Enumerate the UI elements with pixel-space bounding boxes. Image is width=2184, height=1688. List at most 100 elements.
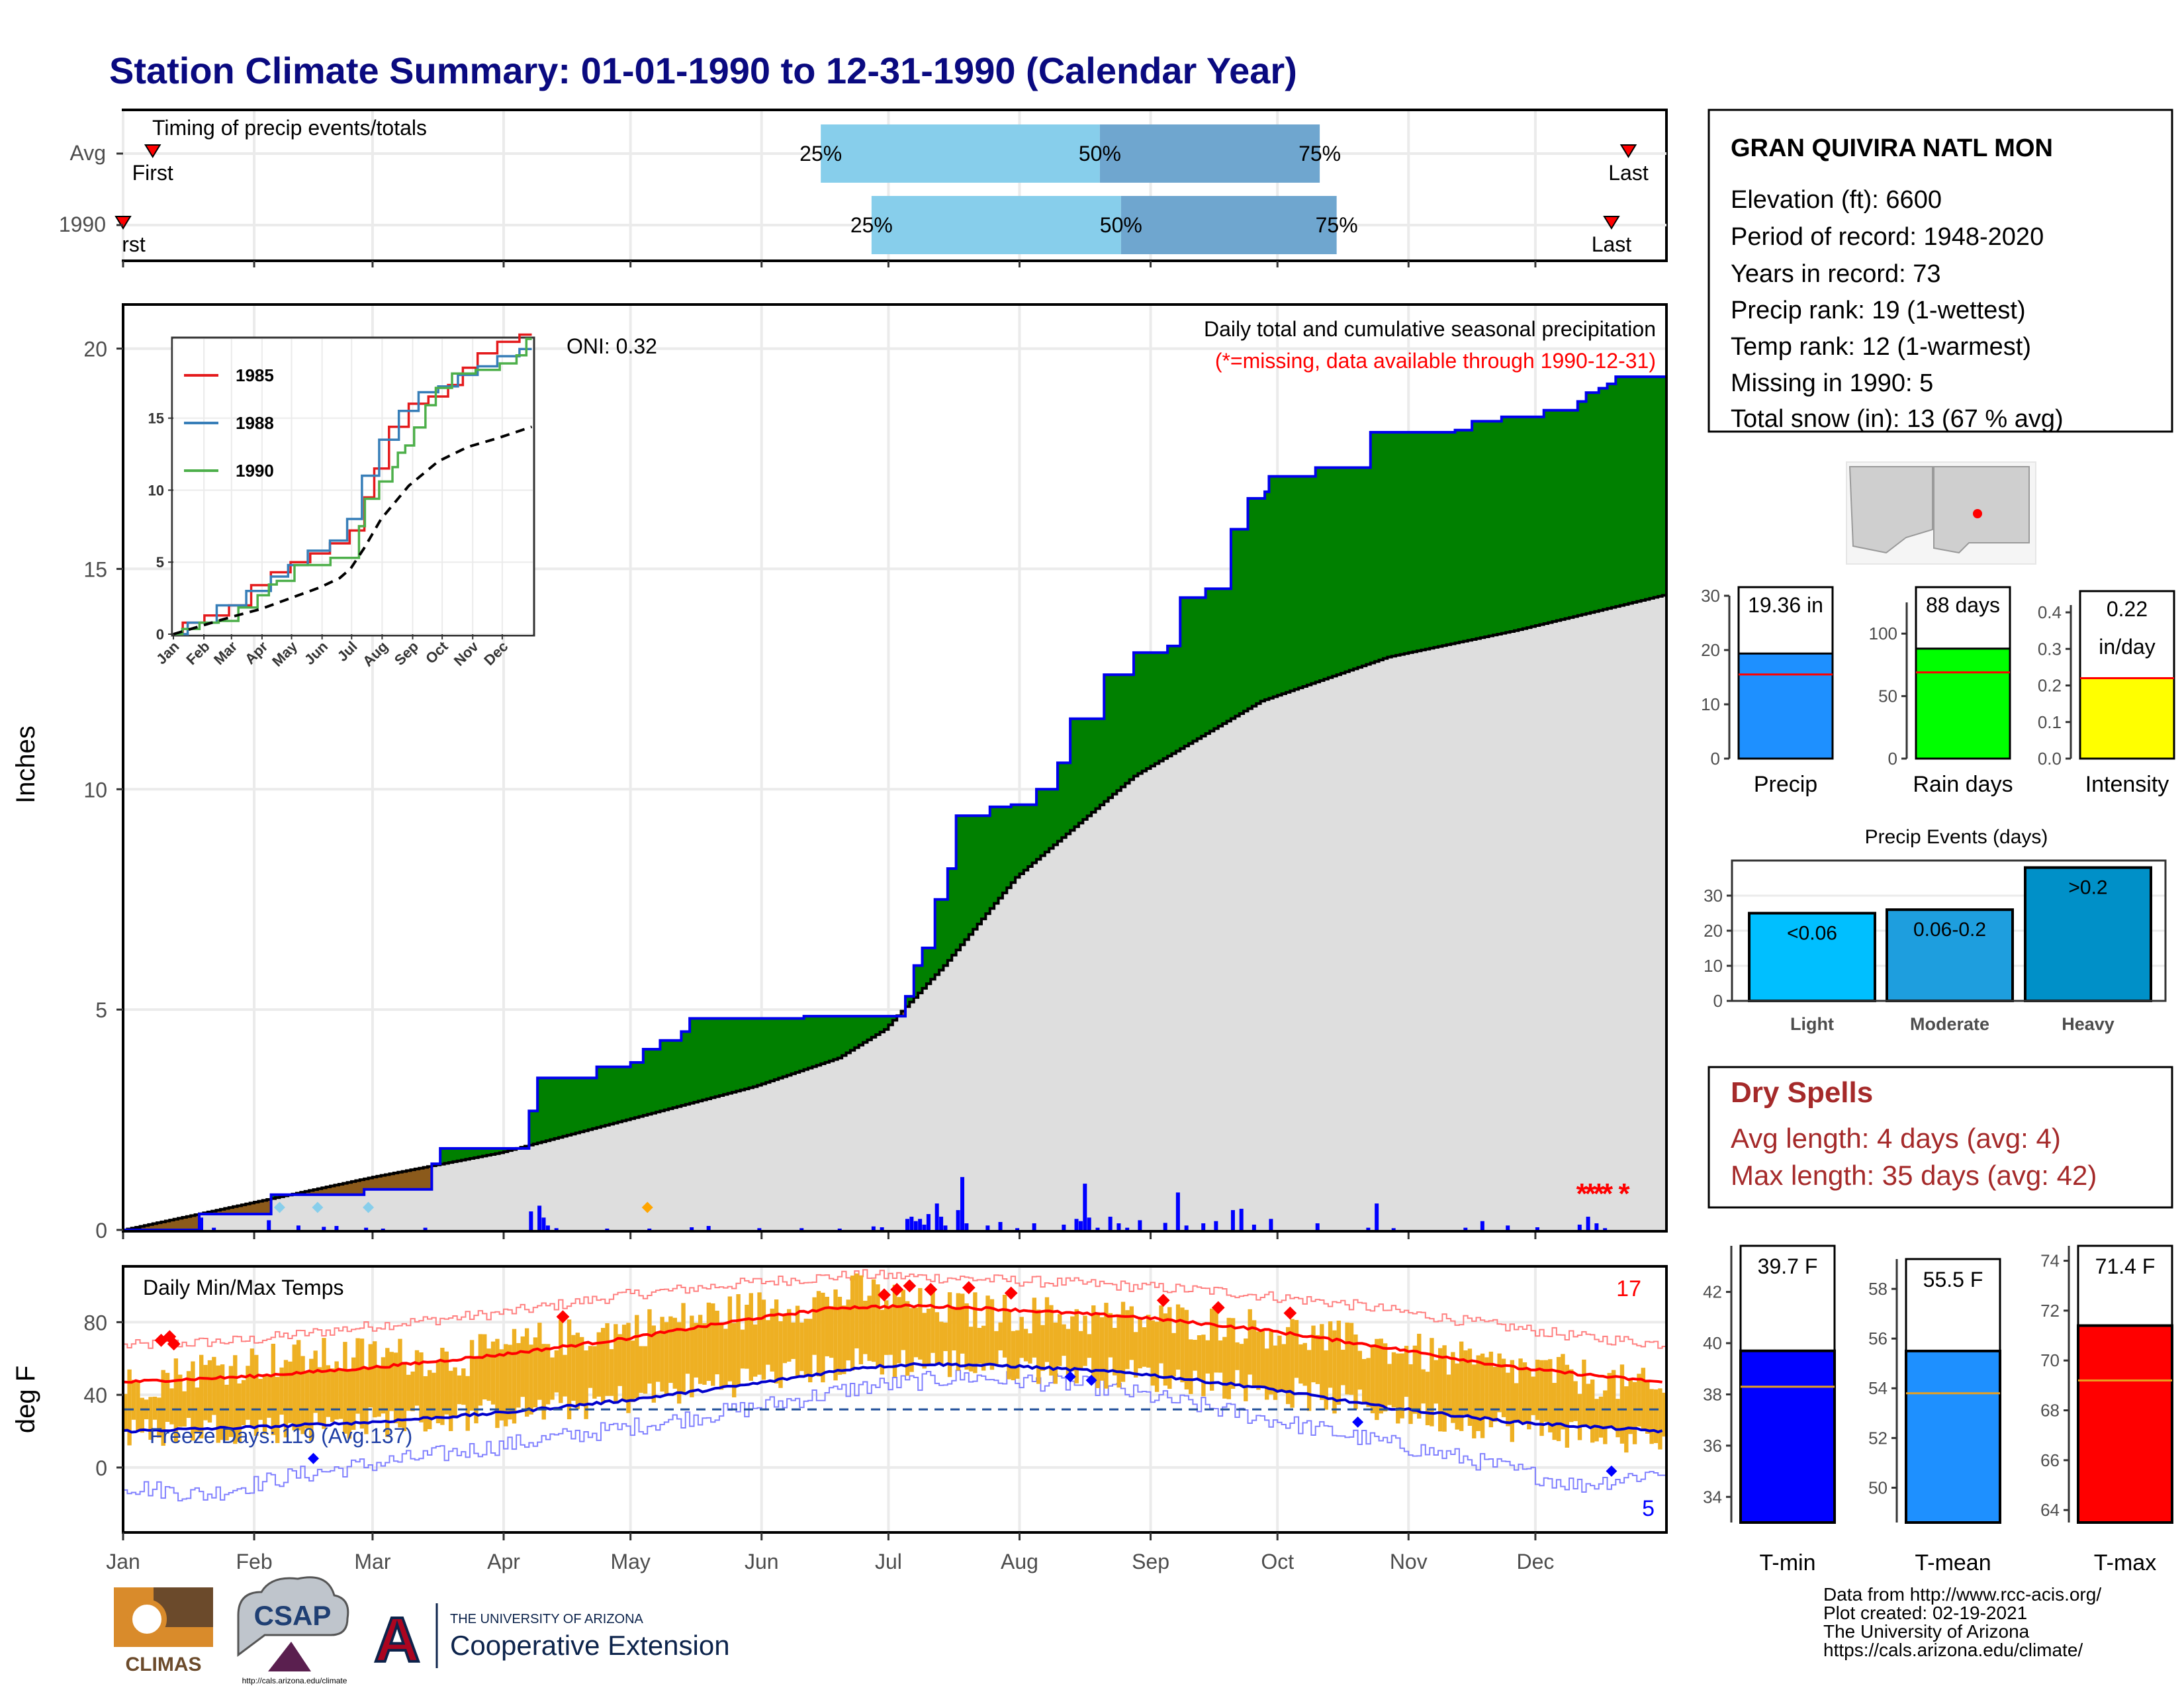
daily-temp-bar [338,1368,343,1419]
daily-precip-bar [364,1227,369,1230]
daily-precip-bar [1506,1225,1510,1230]
daily-precip-bar [1074,1219,1079,1230]
daily-temp-bar [355,1338,360,1414]
daily-temp-bar [989,1299,995,1370]
timing-first-marker-avg [144,144,161,158]
precip-events-ytick-label: 30 [1704,886,1723,906]
missing-day-marker: * [1593,1178,1605,1210]
footer-line-created: Plot created: 02-19-2021 [1823,1603,2027,1623]
daily-precip-bar [537,1205,542,1230]
daily-temp-bar [664,1322,669,1395]
daily-temp-bar [867,1295,872,1361]
daily-temp-bar [1205,1340,1210,1374]
daily-temp-bar [740,1329,745,1369]
daily-temp-bar [1239,1344,1244,1386]
daily-temp-bar [782,1315,788,1364]
daily-precip-bar [1366,1227,1371,1230]
daily-temp-bar [1653,1389,1659,1444]
daily-temp-bar [1078,1331,1083,1369]
daily-temp-bar [897,1297,901,1364]
daily-temp-bar [258,1379,263,1420]
daily-temp-bar [808,1319,813,1383]
daily-temp-bar [1658,1388,1662,1450]
daily-temp-bar [131,1380,136,1420]
daily-temp-bar [173,1358,179,1443]
precip-events-bar-label-heavy: >0.2 [2068,877,2107,899]
daily-temp-bar [1235,1342,1240,1370]
daily-temp-bar [1619,1364,1625,1444]
timing-first-label-1990: rst [122,232,146,256]
daily-precip-bar [1214,1221,1218,1230]
daily-temp-bar [846,1299,850,1361]
daily-temp-bar [685,1331,690,1374]
daily-temp-bar [647,1309,652,1384]
daily-temp-bar [816,1291,821,1377]
daily-temp-bar [842,1305,846,1374]
daily-temp-bar [271,1343,276,1435]
daily-temp-bar [516,1342,521,1408]
temp-bar-ytick-label: 50 [1868,1477,1888,1497]
precip-ytick-label-10: 10 [83,778,107,802]
daily-temp-bar [757,1292,762,1375]
month-label-jul: Jul [875,1550,902,1573]
daily-precip-bar [922,1225,927,1230]
daily-temp-bar [821,1292,825,1383]
precip-panel-title: Daily total and cumulative seasonal prec… [1204,317,1656,341]
daily-temp-bar [947,1292,952,1378]
record-high-marker [924,1283,938,1296]
daily-temp-bar [639,1346,643,1393]
daily-temp-bar [690,1315,694,1397]
daily-temp-bar [220,1364,225,1440]
daily-temp-bar [1285,1327,1291,1405]
daily-temp-bar [964,1303,969,1370]
month-label-feb: Feb [236,1550,272,1573]
missing-day-marker: * [1584,1178,1596,1210]
temp-lines [122,1269,1667,1502]
temp-bar-ytick-label: 38 [1703,1384,1722,1404]
precip-areas [123,375,1666,1231]
daily-precip-bar [541,1217,546,1230]
daily-temp-bar [313,1350,318,1413]
daily-precip-bar [960,1177,965,1230]
daily-temp-bar [1209,1308,1214,1391]
daily-precip-bar [1015,1228,1020,1230]
missing-day-marker: * [1619,1178,1631,1210]
daily-temp-bar [952,1307,956,1351]
daily-precip-bar [918,1219,923,1230]
daily-temp-bar [1341,1350,1345,1385]
daily-temp-bar [1522,1362,1527,1423]
daily-temp-bar [833,1289,838,1381]
daily-temp-bar [871,1279,876,1362]
inset-legend: 1985 1988 1990 [184,365,274,481]
average-min-line [122,1362,1663,1434]
precip-bar-ytick-label: 100 [1869,624,1897,643]
daily-temp-bar [241,1380,246,1425]
daily-temp-bar [1099,1317,1105,1381]
precip-ytick-label-20: 20 [83,338,107,361]
daily-precip-bar [554,1228,559,1230]
daily-precip-bar [529,1211,533,1230]
daily-temp-bar [1615,1399,1620,1438]
daily-temp-bar [1480,1353,1485,1438]
daily-precip-bar [837,1229,842,1230]
record-min-line [123,1370,1666,1502]
daily-temp-bar [1586,1383,1591,1426]
daily-temp-bar [1527,1370,1531,1430]
daily-temp-bar [1442,1345,1447,1432]
daily-temp-bar [182,1391,187,1427]
station-line-precip-rank: Precip rank: 19 (1-wettest) [1731,297,2026,324]
daily-temp-bar [1349,1323,1354,1395]
record-max-line [123,1269,1666,1349]
daily-temp-bar [1412,1345,1418,1414]
temp-bar-ytick-label: 54 [1868,1378,1888,1398]
daily-temp-bar [1552,1383,1557,1440]
daily-temp-bar [1472,1364,1477,1438]
month-label-sep: Sep [1132,1550,1169,1573]
daily-temp-bar [537,1323,542,1400]
daily-temp-bar [423,1376,428,1432]
daily-temp-bar [563,1354,567,1397]
daily-temp-bar [368,1344,373,1408]
page-title: Station Climate Summary: 01-01-1990 to 1… [109,50,1297,91]
record-high-count: 17 [1616,1276,1641,1301]
daily-temp-bar [681,1303,686,1394]
